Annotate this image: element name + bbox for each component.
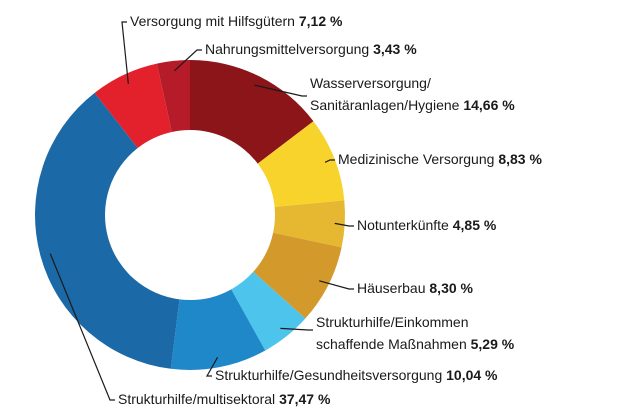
label-line: Sanitäranlagen/Hygiene — [310, 97, 460, 113]
leader-line — [319, 280, 354, 290]
leader-line — [173, 49, 202, 72]
slice-label: Häuserbau 8,30 % — [357, 280, 474, 296]
donut-slice — [170, 289, 266, 370]
donut-slice — [190, 60, 314, 164]
value-label: 37,47 % — [279, 391, 331, 407]
slice-label: Notunterkünfte 4,85 % — [357, 217, 497, 233]
donut-slice — [273, 200, 345, 248]
label-line: Versorgung mit Hilfsgütern — [130, 13, 295, 29]
donut-slice — [257, 121, 345, 207]
label-line: Strukturhilfe/Einkommen — [316, 314, 469, 330]
leader-line — [324, 159, 335, 163]
leader-line — [205, 357, 219, 377]
leader-line — [334, 222, 354, 227]
label-line: Medizinische Versorgung — [338, 151, 494, 167]
leader-line — [121, 21, 129, 84]
slice-label: Wasserversorgung/Sanitäranlagen/Hygiene … — [310, 75, 515, 113]
value-label: 4,85 % — [453, 217, 497, 233]
label-line: Wasserversorgung/ — [310, 75, 431, 91]
leader-line — [280, 327, 313, 331]
value-label: 7,12 % — [299, 13, 343, 29]
slice-label: Strukturhilfe/multisektoral 37,47 % — [118, 391, 331, 407]
slice-label: Strukturhilfe/Einkommen schaffende Maßnah… — [316, 314, 515, 352]
donut-slice — [94, 63, 172, 149]
slice-label: Nahrungsmittelversorgung 3,43 % — [205, 41, 417, 57]
label-line: Notunterkünfte — [357, 217, 449, 233]
label-line: Strukturhilfe/Gesundheitsversorgung — [215, 367, 442, 383]
slice-label: Medizinische Versorgung 8,83 % — [338, 151, 542, 167]
value-label: 10,04 % — [446, 367, 498, 383]
donut-slice — [253, 232, 342, 319]
value-label: 8,83 % — [498, 151, 542, 167]
donut-slice — [35, 92, 180, 369]
label-line: Strukturhilfe/multisektoral — [118, 391, 275, 407]
leader-line — [254, 84, 307, 97]
value-label: 5,29 % — [471, 336, 515, 352]
value-label: 8,30 % — [429, 280, 473, 296]
donut-slice — [231, 271, 306, 351]
slice-label: Strukturhilfe/Gesundheitsversorgung 10,0… — [215, 367, 498, 383]
donut-slice — [156, 60, 190, 132]
label-line: Nahrungsmittelversorgung — [205, 41, 369, 57]
slice-label: Versorgung mit Hilfsgütern 7,12 % — [130, 13, 343, 29]
leader-line — [49, 253, 115, 401]
value-label: 14,66 % — [463, 97, 515, 113]
label-line: schaffende Maßnahmen — [316, 336, 467, 352]
value-label: 3,43 % — [373, 41, 417, 57]
label-line: Häuserbau — [357, 280, 426, 296]
